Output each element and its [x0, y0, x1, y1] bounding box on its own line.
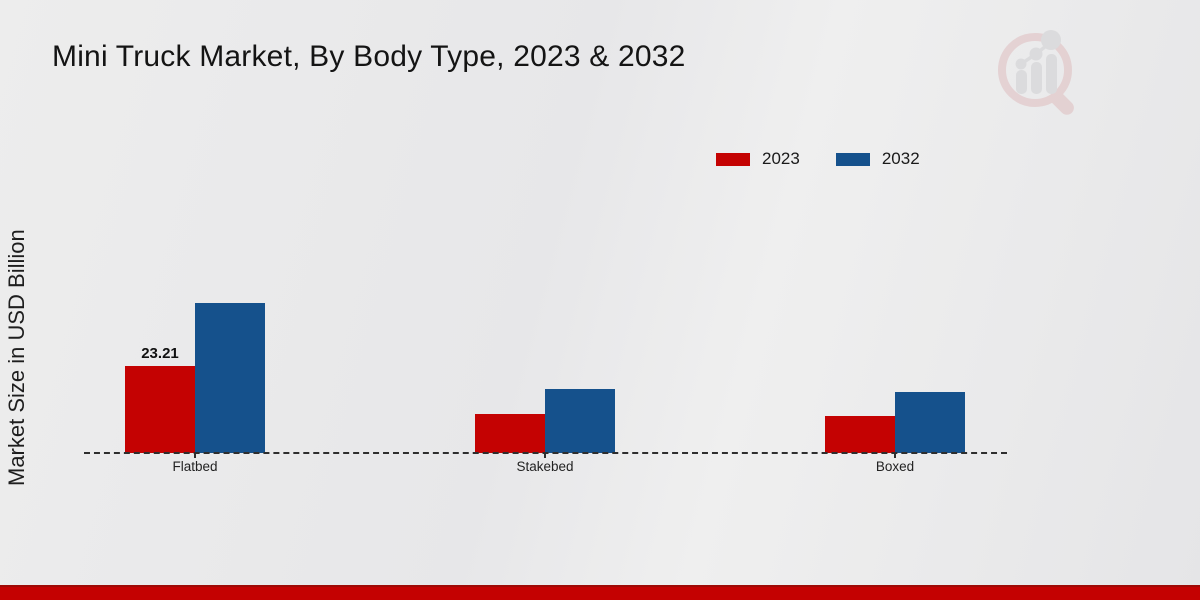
- chart-title: Mini Truck Market, By Body Type, 2023 & …: [52, 40, 686, 73]
- category-label-boxed: Boxed: [875, 459, 915, 474]
- category-label-stakebed: Stakebed: [516, 459, 574, 474]
- magnifier-bar-chart-logo: [998, 30, 1074, 115]
- x-axis-tick: [544, 453, 546, 458]
- x-axis-tick: [194, 453, 196, 458]
- legend-swatch-2023: [716, 152, 750, 166]
- legend-item-2023: 2023: [716, 149, 800, 169]
- legend-label-2023: 2023: [762, 149, 800, 168]
- x-axis-tick: [894, 453, 896, 458]
- bar-2032-stakebed: [545, 389, 615, 453]
- legend-label-2032: 2032: [881, 149, 920, 168]
- bar-2032-boxed: [895, 392, 965, 453]
- bar-2023-stakebed: [475, 414, 545, 453]
- data-label-2023-flatbed: 23.21: [141, 345, 179, 362]
- y-axis-label: Market Size in USD Billion: [4, 229, 29, 486]
- category-label-flatbed: Flatbed: [172, 459, 218, 474]
- bar-2023-flatbed: [125, 366, 195, 453]
- legend: 2023 2032: [716, 149, 920, 169]
- bar-2032-flatbed: [195, 303, 265, 453]
- bar-2023-boxed: [825, 416, 895, 453]
- legend-item-2032: 2032: [835, 149, 920, 169]
- legend-swatch-2032: [835, 152, 870, 166]
- footer-accent-bar: [0, 585, 1200, 600]
- y-axis-label-container: Market Size in USD Billion: [4, 195, 30, 520]
